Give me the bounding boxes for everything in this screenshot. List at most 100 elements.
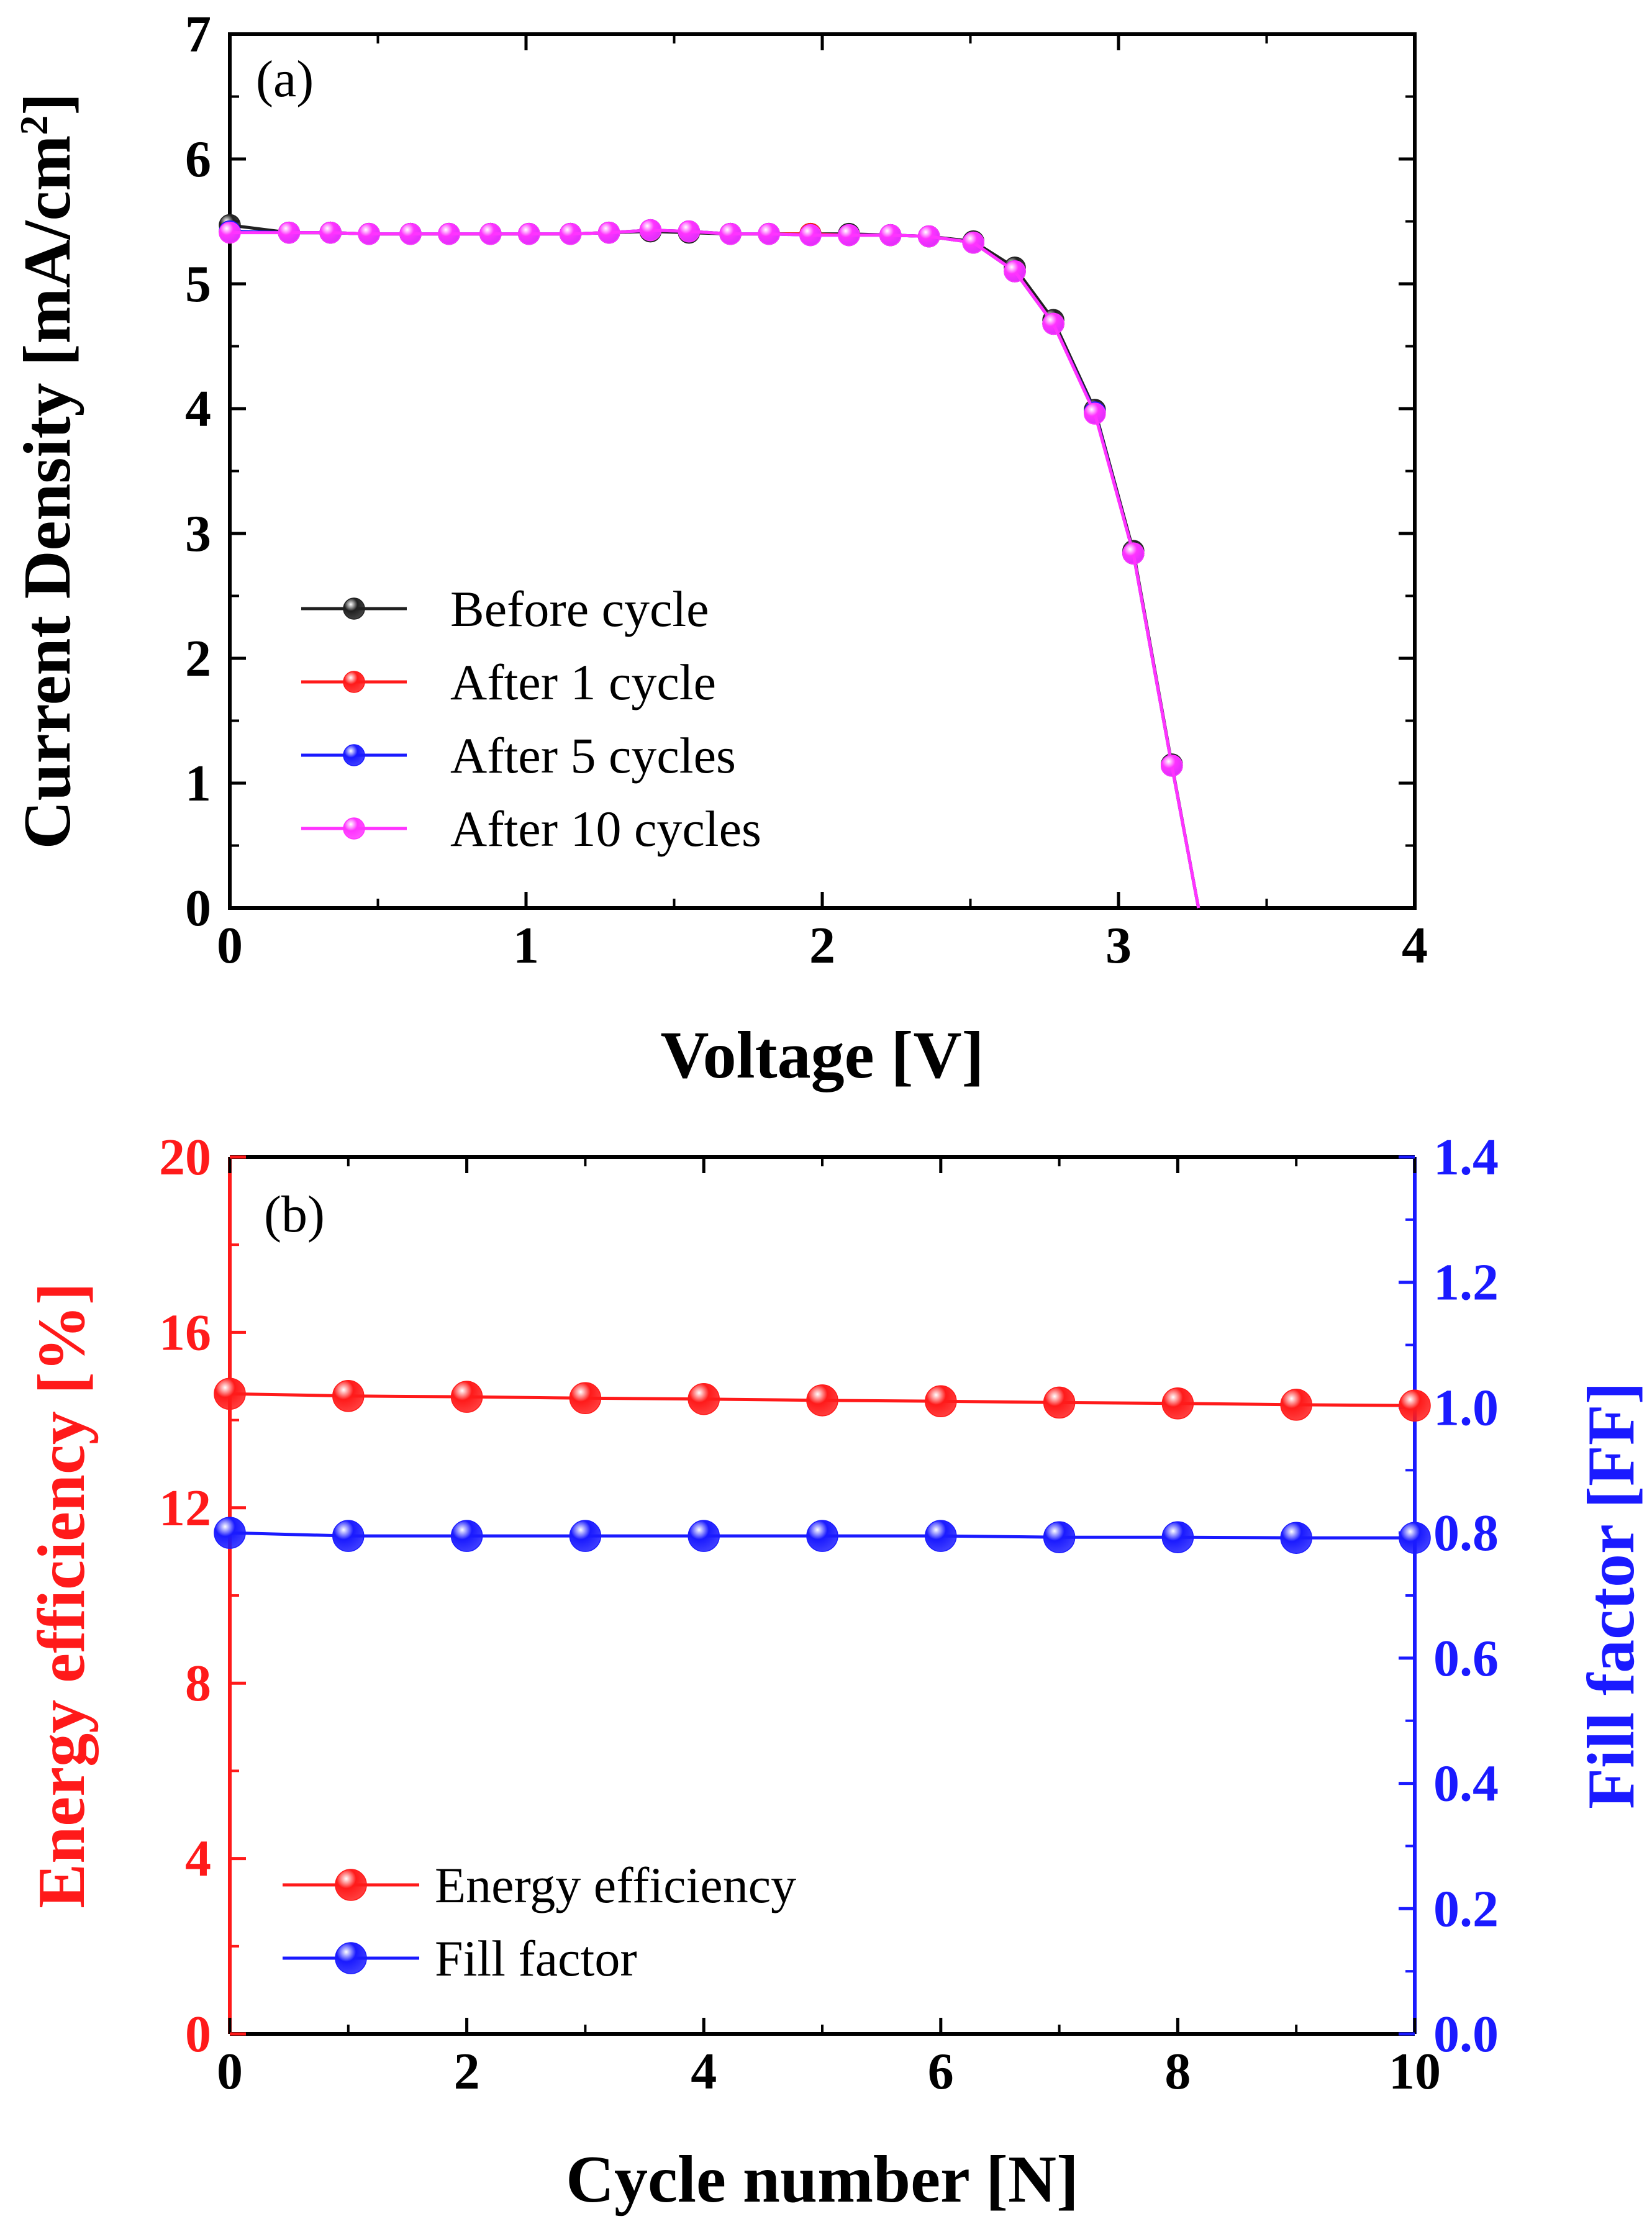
right-y-tick-label: 0.4 [1433, 1755, 1499, 1813]
data-point [1004, 260, 1026, 283]
legend-swatch-marker [335, 1869, 367, 1901]
right-y-tick-label: 1.0 [1433, 1379, 1499, 1436]
x-tick-label: 4 [1402, 917, 1428, 974]
y-tick-label: 7 [185, 6, 211, 63]
x-tick-label: 0 [217, 2043, 243, 2100]
data-point [806, 1520, 838, 1552]
data-point [597, 221, 620, 244]
data-point [1280, 1389, 1312, 1421]
legend-label: After 1 cycle [450, 654, 716, 710]
right-y-tick-label: 1.4 [1433, 1128, 1499, 1186]
data-point [925, 1385, 957, 1417]
data-point [438, 222, 460, 245]
legend-label: After 10 cycles [450, 801, 761, 857]
data-point [332, 1380, 365, 1412]
data-point [1042, 312, 1064, 335]
legend-swatch-marker [343, 597, 365, 620]
y-axis-title: Current Density [mA/cm2] [11, 93, 84, 850]
legend-label: Fill factor [435, 1930, 637, 1987]
y-axis-title-superscript: 2 [12, 116, 56, 135]
x-tick-label: 4 [691, 2043, 717, 2100]
data-point [806, 1384, 838, 1417]
data-point [219, 221, 241, 244]
data-point [569, 1520, 602, 1552]
data-point [1161, 1387, 1194, 1420]
data-point [278, 221, 301, 244]
data-point [214, 1377, 246, 1410]
data-point [319, 221, 342, 244]
legend-label: Before cycle [450, 581, 709, 637]
data-point [758, 222, 780, 245]
data-point [358, 222, 380, 245]
legend-label: After 5 cycles [450, 727, 736, 784]
x-tick-label: 2 [454, 2043, 480, 2100]
y-tick-label: 0 [185, 879, 211, 937]
x-tick-label: 10 [1389, 2043, 1441, 2100]
panel-b-chart: 0 2 4 6 8 10 0 4 8 12 16 20 0.0 0.2 0.4 0.6 0.8 1.0 1.2 1.4… [25, 1128, 1648, 2217]
panel-label: (a) [256, 50, 314, 108]
data-point [569, 1382, 602, 1415]
right-y-tick-label: 0.2 [1433, 1880, 1499, 1938]
legend-swatch-marker [343, 817, 365, 840]
data-point [1043, 1521, 1076, 1553]
data-point [925, 1520, 957, 1552]
data-point [332, 1520, 365, 1552]
y-axis-title-end: ] [11, 93, 84, 116]
left-y-tick-label: 16 [159, 1304, 211, 1361]
panel-label: (b) [264, 1186, 325, 1243]
data-point [799, 224, 822, 247]
data-point [1399, 1522, 1431, 1554]
x-tick-label: 2 [809, 917, 835, 974]
data-point [917, 225, 940, 248]
legend-swatch-marker [343, 744, 365, 766]
x-tick-label: 1 [513, 917, 539, 974]
data-point [639, 219, 662, 242]
data-point [450, 1520, 483, 1552]
right-y-tick-label: 1.2 [1433, 1254, 1499, 1312]
x-axis-title: Voltage [V] [661, 1019, 984, 1092]
data-point [688, 1520, 720, 1552]
data-point [879, 224, 902, 247]
y-tick-label: 5 [185, 255, 211, 313]
data-point [678, 220, 701, 243]
data-point [214, 1517, 246, 1549]
data-point [1399, 1389, 1431, 1422]
right-y-axis-title: Fill factor [FF] [1574, 1382, 1648, 1809]
data-point [450, 1381, 483, 1413]
data-point [1043, 1386, 1076, 1419]
left-y-tick-label: 12 [159, 1479, 211, 1537]
y-tick-label: 2 [185, 630, 211, 687]
y-tick-label: 1 [185, 755, 211, 812]
x-tick-label: 8 [1164, 2043, 1191, 2100]
data-point [1161, 1521, 1194, 1553]
data-point [1084, 402, 1106, 425]
left-y-tick-label: 4 [185, 1830, 211, 1888]
data-point [838, 224, 860, 247]
right-y-tick-label: 0.0 [1433, 2005, 1499, 2063]
data-point [399, 222, 422, 245]
x-tick-label: 0 [217, 917, 243, 974]
left-y-tick-label: 0 [185, 2005, 211, 2063]
legend-swatch-marker [335, 1942, 367, 1974]
data-point [1161, 755, 1183, 777]
y-tick-label: 3 [185, 505, 211, 563]
data-point [962, 231, 985, 254]
panel-a-chart: 0 1 2 3 4 0 1 2 3 4 5 6 7 Voltage [V] Current Density … [11, 6, 1428, 1092]
legend-label: Energy efficiency [435, 1857, 796, 1913]
right-y-tick-label: 0.6 [1433, 1630, 1499, 1687]
data-point [1122, 542, 1145, 565]
left-y-tick-label: 20 [159, 1128, 211, 1186]
y-axis-title-main: Current Density [mA/cm [11, 135, 84, 850]
y-tick-label: 6 [185, 130, 211, 188]
x-tick-label: 6 [928, 2043, 954, 2100]
data-point [719, 222, 742, 245]
data-point [1280, 1522, 1312, 1554]
plot-frame [228, 32, 1417, 910]
left-y-axis-title: Energy efficiency [%] [25, 1282, 99, 1908]
data-point [518, 222, 540, 245]
data-point [479, 222, 502, 245]
x-axis-title: Cycle number [N] [566, 2143, 1079, 2217]
data-point [688, 1382, 720, 1415]
left-y-tick-label: 8 [185, 1654, 211, 1712]
